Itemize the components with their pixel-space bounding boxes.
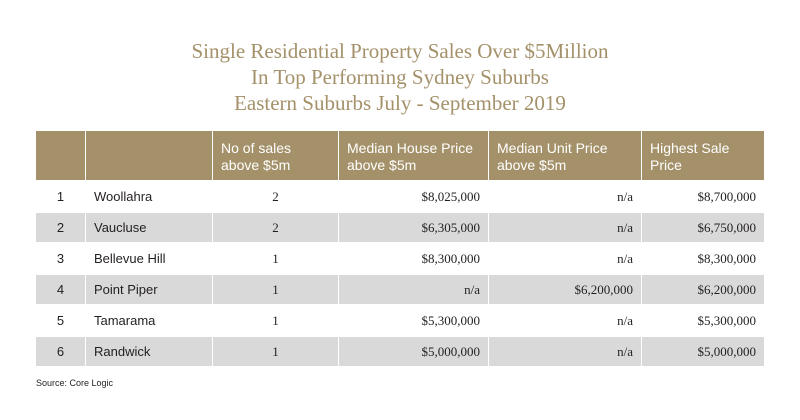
row-median-house: $6,305,000 bbox=[339, 211, 489, 242]
row-median-unit: n/a bbox=[489, 211, 642, 242]
row-sales-count: 2 bbox=[213, 180, 339, 211]
row-sales-count: 2 bbox=[213, 211, 339, 242]
row-median-house: n/a bbox=[339, 273, 489, 304]
row-rank: 1 bbox=[36, 180, 86, 211]
row-median-unit: $6,200,000 bbox=[489, 273, 642, 304]
row-median-house: $5,300,000 bbox=[339, 304, 489, 335]
row-rank: 5 bbox=[36, 304, 86, 335]
row-median-unit: n/a bbox=[489, 304, 642, 335]
row-highest-sale: $5,000,000 bbox=[642, 335, 764, 366]
title-line-2: In Top Performing Sydney Suburbs bbox=[251, 65, 549, 89]
sales-table: No of sales above $5m Median House Price… bbox=[36, 131, 764, 366]
row-suburb: Woollahra bbox=[86, 180, 213, 211]
header-suburb bbox=[86, 131, 213, 180]
table-row: 4 Point Piper 1 n/a $6,200,000 $6,200,00… bbox=[36, 273, 764, 304]
row-median-unit: n/a bbox=[489, 242, 642, 273]
table-header-row: No of sales above $5m Median House Price… bbox=[36, 131, 764, 180]
row-highest-sale: $8,300,000 bbox=[642, 242, 764, 273]
table-row: 1 Woollahra 2 $8,025,000 n/a $8,700,000 bbox=[36, 180, 764, 211]
title-line-3: Eastern Suburbs July - September 2019 bbox=[234, 91, 566, 115]
row-sales-count: 1 bbox=[213, 304, 339, 335]
table-row: 3 Bellevue Hill 1 $8,300,000 n/a $8,300,… bbox=[36, 242, 764, 273]
header-highest-sale: Highest Sale Price bbox=[642, 131, 764, 180]
row-median-unit: n/a bbox=[489, 180, 642, 211]
row-sales-count: 1 bbox=[213, 335, 339, 366]
row-sales-count: 1 bbox=[213, 273, 339, 304]
row-median-house: $8,025,000 bbox=[339, 180, 489, 211]
row-highest-sale: $6,750,000 bbox=[642, 211, 764, 242]
header-median-unit: Median Unit Price above $5m bbox=[489, 131, 642, 180]
row-rank: 4 bbox=[36, 273, 86, 304]
row-highest-sale: $6,200,000 bbox=[642, 273, 764, 304]
row-suburb: Randwick bbox=[86, 335, 213, 366]
header-median-house: Median House Price above $5m bbox=[339, 131, 489, 180]
row-rank: 6 bbox=[36, 335, 86, 366]
row-suburb: Bellevue Hill bbox=[86, 242, 213, 273]
row-rank: 3 bbox=[36, 242, 86, 273]
row-suburb: Tamarama bbox=[86, 304, 213, 335]
row-highest-sale: $5,300,000 bbox=[642, 304, 764, 335]
page-title: Single Residential Property Sales Over $… bbox=[0, 38, 800, 116]
header-rank bbox=[36, 131, 86, 180]
table-row: 5 Tamarama 1 $5,300,000 n/a $5,300,000 bbox=[36, 304, 764, 335]
header-sales-count: No of sales above $5m bbox=[213, 131, 339, 180]
row-median-house: $5,000,000 bbox=[339, 335, 489, 366]
row-suburb: Point Piper bbox=[86, 273, 213, 304]
table-row: 6 Randwick 1 $5,000,000 n/a $5,000,000 bbox=[36, 335, 764, 366]
table-row: 2 Vaucluse 2 $6,305,000 n/a $6,750,000 bbox=[36, 211, 764, 242]
row-median-unit: n/a bbox=[489, 335, 642, 366]
row-median-house: $8,300,000 bbox=[339, 242, 489, 273]
title-line-1: Single Residential Property Sales Over $… bbox=[191, 39, 609, 63]
row-sales-count: 1 bbox=[213, 242, 339, 273]
row-rank: 2 bbox=[36, 211, 86, 242]
source-note: Source: Core Logic bbox=[36, 378, 114, 388]
row-highest-sale: $8,700,000 bbox=[642, 180, 764, 211]
row-suburb: Vaucluse bbox=[86, 211, 213, 242]
